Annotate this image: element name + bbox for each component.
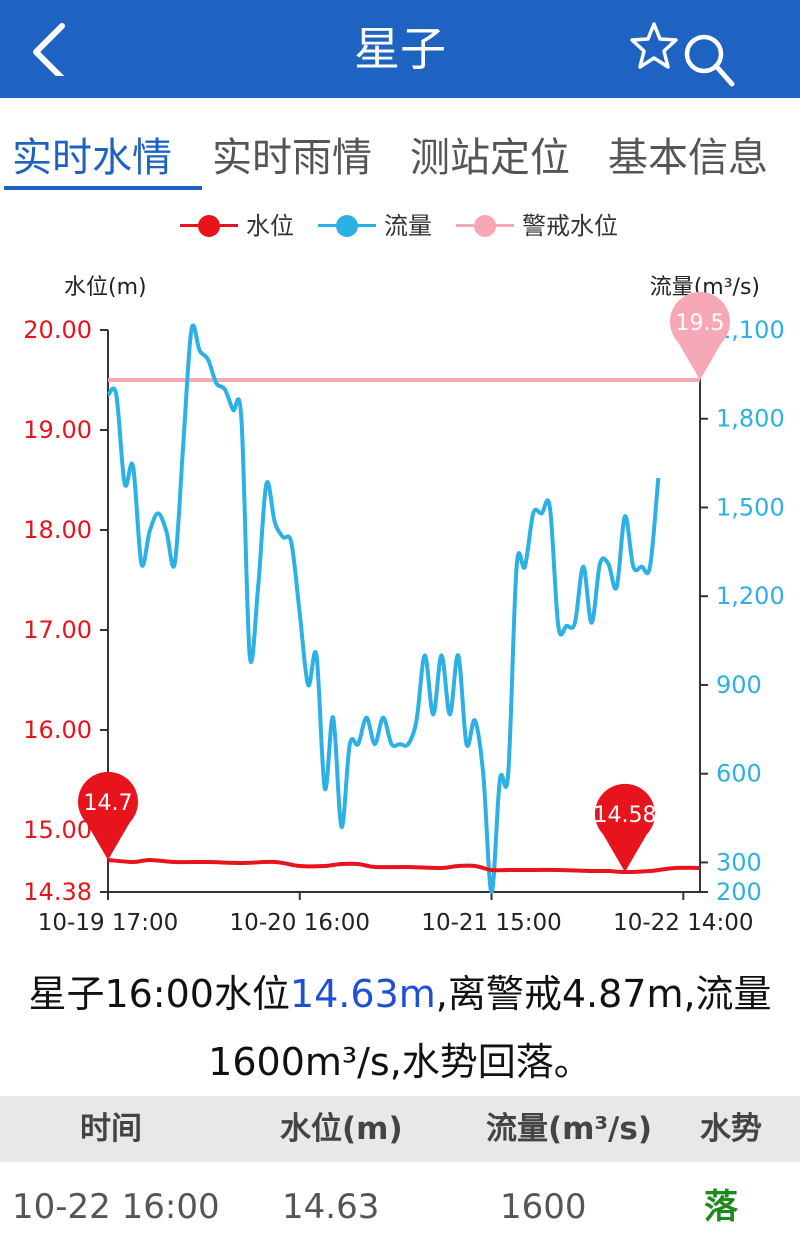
legend-water-level-dot: [198, 215, 220, 237]
marker-pin-2[interactable]: [669, 291, 730, 380]
legend-water-level-label[interactable]: 水位: [246, 212, 294, 240]
tab-basic-info[interactable]: 基本信息: [608, 135, 768, 181]
legend-flow-label[interactable]: 流量: [384, 212, 432, 240]
marker-label-2: 19.5: [676, 311, 725, 336]
cell-trend: 落: [704, 1187, 738, 1227]
cell-flow: 1600: [500, 1187, 587, 1227]
x-tick-label: 10-19 17:00: [38, 910, 178, 936]
tab-active-indicator: [4, 186, 202, 190]
summary-middle: ,离警戒4.87m,流量: [435, 972, 772, 1016]
summary-text: 星子16:00水位14.63m,离警戒4.87m,流量 1600m³/s,水势回…: [20, 960, 780, 1096]
right-tick-label: 300: [716, 848, 762, 876]
left-tick-label: 18.00: [23, 516, 92, 544]
table-row[interactable]: 10-22 16:00 14.63 1600 落: [0, 1162, 800, 1244]
th-time: 时间: [80, 1111, 142, 1147]
left-tick-label: 17.00: [23, 616, 92, 644]
app-header: 星子: [0, 0, 800, 98]
back-arrow-icon[interactable]: [24, 22, 78, 76]
cell-time: 10-22 16:00: [12, 1187, 220, 1227]
marker-label-1: 14.58: [593, 803, 656, 828]
tab-realtime-water[interactable]: 实时水情: [12, 135, 172, 181]
legend-flow-dot: [336, 215, 358, 237]
tab-station-location[interactable]: 测站定位: [410, 135, 570, 181]
chart-legend: 水位 流量 警戒水位: [0, 206, 800, 246]
water-level-flow-chart[interactable]: 水位(m) 流量(m³/s)20.0019.0018.0017.0016.0015…: [0, 250, 800, 950]
marker-pin-0[interactable]: [78, 771, 138, 860]
summary-line-2: 1600m³/s,水势回落。: [208, 1040, 592, 1084]
tab-bar: 实时水情 实时雨情 测站定位 基本信息: [0, 124, 800, 194]
right-tick-label: 200: [716, 878, 762, 906]
left-tick-label: 14.38: [23, 878, 92, 906]
th-flow: 流量(m³/s): [486, 1111, 652, 1147]
legend-warning-label[interactable]: 警戒水位: [522, 212, 618, 240]
right-tick-label: 1,500: [716, 493, 785, 521]
summary-prefix: 星子16:00水位: [28, 972, 290, 1016]
left-tick-label: 15.00: [23, 816, 92, 844]
right-tick-label: 600: [716, 760, 762, 788]
th-level: 水位(m): [280, 1111, 403, 1147]
summary-line-1: 星子16:00水位14.63m,离警戒4.87m,流量: [20, 960, 780, 1028]
summary-level: 14.63m: [289, 972, 436, 1016]
star-icon[interactable]: [628, 20, 680, 72]
left-axis-title: 水位(m): [64, 275, 147, 300]
right-tick-label: 1,200: [716, 582, 785, 610]
right-tick-label: 900: [716, 671, 762, 699]
page-title: 星子: [354, 22, 446, 76]
x-tick-label: 10-21 15:00: [421, 910, 561, 936]
legend-warning-dot: [474, 215, 496, 237]
right-tick-label: 1,800: [716, 405, 785, 433]
left-tick-label: 20.00: [23, 316, 92, 344]
table-header: 时间 水位(m) 流量(m³/s) 水势: [0, 1096, 800, 1162]
x-tick-label: 10-20 16:00: [230, 910, 370, 936]
left-tick-label: 16.00: [23, 716, 92, 744]
tab-realtime-rain[interactable]: 实时雨情: [212, 135, 372, 181]
cell-level: 14.63: [282, 1187, 380, 1227]
left-tick-label: 19.00: [23, 416, 92, 444]
marker-pin-1[interactable]: [594, 783, 655, 872]
th-trend: 水势: [700, 1111, 762, 1147]
x-tick-label: 10-22 14:00: [613, 910, 753, 936]
water-level-series-line: [107, 858, 701, 874]
search-icon[interactable]: [682, 32, 738, 88]
marker-label-0: 14.7: [84, 791, 133, 816]
flow-series-line: [106, 323, 661, 895]
